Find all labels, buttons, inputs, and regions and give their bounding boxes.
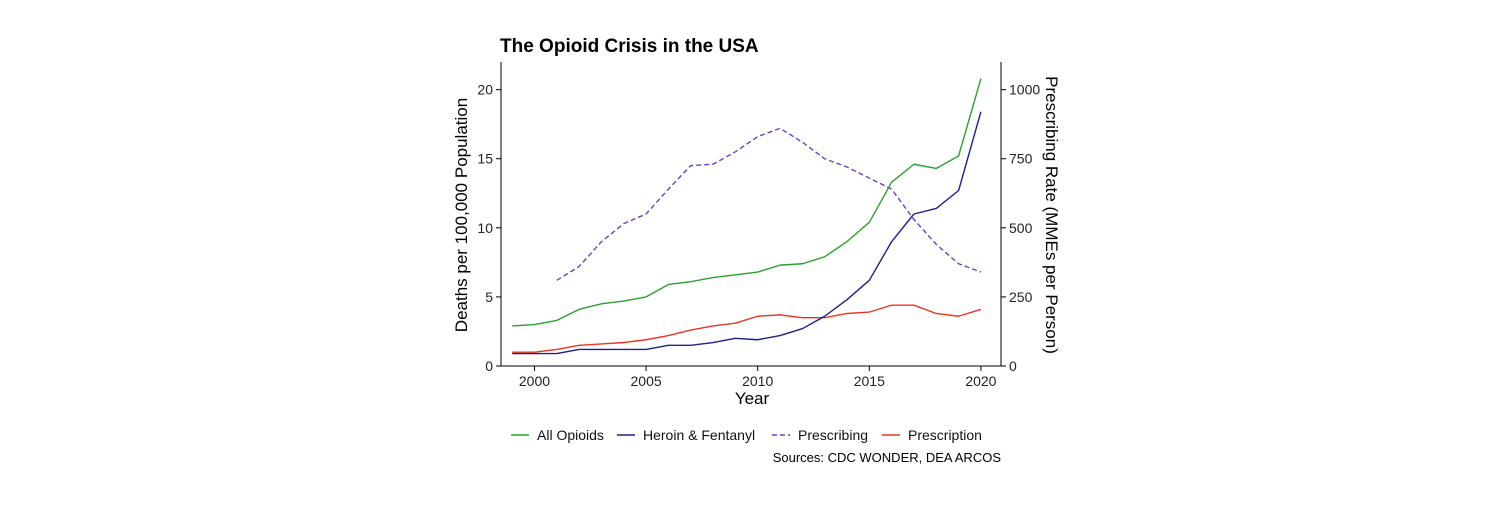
y2-tick-label: 750 <box>1009 151 1033 167</box>
y2-tick-label: 250 <box>1009 289 1033 305</box>
legend: All Opioids Heroin & Fentanyl Prescribing P… <box>511 427 982 443</box>
legend-item-heroin: Heroin & Fentanyl <box>617 427 755 443</box>
chart-title: The Opioid Crisis in the USA <box>500 36 759 57</box>
x-tick-label: 2000 <box>519 373 550 389</box>
y-axis-label: Deaths per 100,000 Population <box>452 98 471 332</box>
legend-item-all: All Opioids <box>511 427 604 443</box>
series-layer <box>512 78 982 355</box>
legend-label-all: All Opioids <box>537 427 604 443</box>
y-tick-label: 15 <box>477 151 493 167</box>
x-tick-label: 2010 <box>742 373 773 389</box>
x-tick-label: 2015 <box>854 373 885 389</box>
y2-axis-label: Prescribing Rate (MMEs per Person) <box>1042 76 1061 354</box>
legend-label-prescription: Prescription <box>908 427 982 443</box>
source-note: Sources: CDC WONDER, DEA ARCOS <box>773 450 1002 465</box>
y2-tick-label: 0 <box>1009 358 1017 374</box>
y2-tick-label: 500 <box>1009 220 1033 236</box>
y-tick-label: 20 <box>477 82 493 98</box>
y-tick-label: 5 <box>485 289 493 305</box>
series-line-prescribing <box>556 127 982 281</box>
y-tick-label: 10 <box>477 220 493 236</box>
series-line-prescription <box>512 304 982 353</box>
x-tick-label: 2005 <box>631 373 662 389</box>
series-line-all <box>512 78 982 327</box>
legend-item-prescribing: Prescribing <box>772 427 868 443</box>
legend-item-prescription: Prescription <box>882 427 982 443</box>
axes-layer: 2000 2005 2010 2015 2020 0 5 10 15 20 0 250 500 750 10… <box>477 62 1040 389</box>
x-axis-label: Year <box>735 389 770 408</box>
series-line-heroin <box>512 111 982 355</box>
y-tick-label: 0 <box>485 358 493 374</box>
y2-tick-label: 1000 <box>1009 82 1040 98</box>
legend-label-prescribing: Prescribing <box>798 427 868 443</box>
legend-label-heroin: Heroin & Fentanyl <box>643 427 755 443</box>
x-tick-label: 2020 <box>965 373 996 389</box>
